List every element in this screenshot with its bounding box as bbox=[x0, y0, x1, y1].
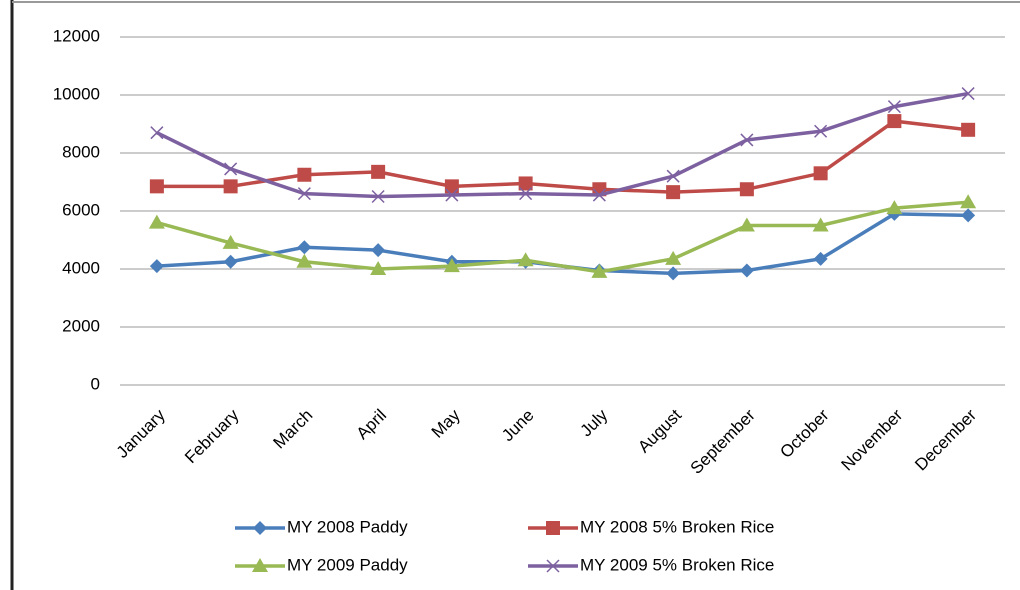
data-point bbox=[738, 217, 755, 232]
data-point bbox=[887, 114, 902, 129]
data-point bbox=[887, 100, 901, 114]
data-point bbox=[519, 187, 533, 201]
series-line bbox=[156, 91, 969, 199]
data-point bbox=[223, 179, 238, 194]
data-point bbox=[591, 263, 608, 278]
data-point bbox=[296, 253, 313, 268]
data-point bbox=[812, 217, 829, 232]
legend-marker bbox=[546, 521, 560, 535]
y-tick-label: 4000 bbox=[62, 258, 100, 277]
data-point bbox=[444, 179, 459, 194]
y-tick-label: 2000 bbox=[62, 316, 100, 335]
data-point bbox=[517, 252, 534, 267]
legend-label: MY 2009 Paddy bbox=[287, 555, 408, 574]
data-point bbox=[739, 182, 754, 197]
data-point bbox=[518, 176, 533, 191]
data-point bbox=[371, 189, 385, 204]
y-tick-label: 12000 bbox=[53, 26, 100, 45]
data-point bbox=[445, 188, 459, 202]
data-point bbox=[371, 164, 386, 179]
data-point bbox=[370, 261, 387, 275]
legend-marker bbox=[252, 558, 268, 572]
legend-marker bbox=[253, 521, 267, 535]
data-point bbox=[224, 162, 238, 176]
legend-label: MY 2008 Paddy bbox=[287, 517, 408, 536]
data-point bbox=[666, 266, 681, 281]
legend-label: MY 2009 5% Broken Rice bbox=[580, 555, 774, 574]
y-tick-label: 10000 bbox=[53, 84, 100, 103]
y-tick-label: 8000 bbox=[62, 142, 100, 161]
data-point bbox=[961, 122, 976, 137]
data-point bbox=[739, 263, 754, 278]
legend-marker bbox=[546, 559, 560, 573]
data-point bbox=[223, 254, 238, 269]
data-point bbox=[960, 194, 977, 209]
data-point bbox=[149, 259, 164, 274]
data-point bbox=[297, 240, 312, 255]
data-point bbox=[961, 87, 975, 101]
data-point bbox=[814, 124, 828, 138]
data-point bbox=[148, 214, 165, 229]
data-point bbox=[297, 167, 312, 182]
y-tick-label: 6000 bbox=[62, 200, 100, 219]
data-point bbox=[222, 234, 239, 249]
y-tick-label: 0 bbox=[91, 374, 100, 393]
series-line bbox=[156, 119, 969, 194]
data-point bbox=[592, 188, 606, 202]
data-point bbox=[297, 187, 311, 201]
data-point bbox=[666, 185, 681, 200]
data-point bbox=[371, 243, 386, 258]
legend-label: MY 2008 5% Broken Rice bbox=[580, 517, 774, 536]
data-point bbox=[150, 126, 164, 140]
data-point bbox=[813, 251, 828, 266]
series-line bbox=[156, 200, 969, 274]
data-point bbox=[443, 258, 460, 273]
data-point bbox=[666, 169, 680, 183]
data-point bbox=[961, 208, 976, 223]
data-point bbox=[886, 200, 903, 215]
data-point bbox=[149, 179, 164, 194]
data-point bbox=[665, 250, 682, 265]
data-point bbox=[813, 166, 828, 181]
data-point bbox=[740, 133, 754, 147]
